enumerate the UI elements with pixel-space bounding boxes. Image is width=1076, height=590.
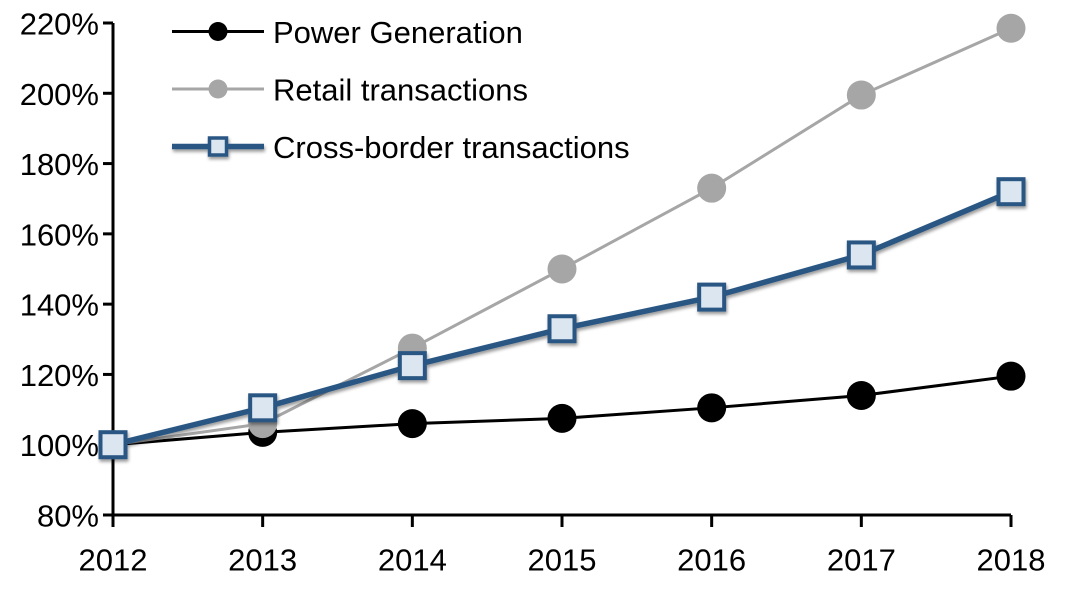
data-point-marker	[547, 314, 577, 344]
legend-item-power-generation	[172, 22, 264, 41]
y-tick-label: 180%	[20, 147, 99, 182]
legend-label: Cross-border transactions	[273, 130, 630, 165]
y-tick-label: 200%	[20, 77, 99, 112]
data-point-marker	[846, 80, 876, 110]
y-tick-label: 160%	[20, 217, 99, 252]
y-tick-label: 80%	[37, 499, 99, 534]
data-point-marker	[98, 430, 128, 460]
x-tick-label: 2016	[677, 543, 746, 578]
series-cross-border-transactions	[98, 177, 1026, 460]
legend-circle-marker-icon	[208, 79, 228, 99]
data-point-marker	[547, 403, 577, 433]
legend-item-cross-border-transactions	[172, 136, 264, 157]
data-point-marker	[996, 361, 1026, 391]
y-tick-label: 140%	[20, 288, 99, 323]
data-point-marker	[846, 381, 876, 411]
x-tick-label: 2013	[228, 543, 297, 578]
data-point-marker	[697, 393, 727, 423]
x-axis: 2012 2013 2014 2015 2016 2017 2018	[79, 515, 1046, 578]
legend-square-marker-icon	[207, 136, 229, 157]
x-tick-label: 2012	[79, 543, 148, 578]
data-point-marker	[397, 409, 427, 439]
data-point-marker	[996, 177, 1026, 207]
x-tick-label: 2017	[827, 543, 896, 578]
legend-label: Retail transactions	[273, 73, 528, 108]
y-tick-label: 220%	[20, 7, 99, 42]
data-point-marker	[697, 173, 727, 203]
y-tick-label: 100%	[20, 428, 99, 463]
y-tick-label: 120%	[20, 358, 99, 393]
data-point-marker	[697, 282, 727, 312]
legend-circle-marker-icon	[208, 22, 228, 41]
data-point-marker	[248, 393, 278, 423]
legend-item-retail-transactions	[172, 79, 264, 99]
x-tick-label: 2018	[977, 543, 1046, 578]
legend-label: Power Generation	[273, 15, 523, 50]
data-point-marker	[996, 13, 1026, 43]
y-axis: 80% 100% 120% 140% 160% 180% 200% 220%	[20, 7, 113, 534]
data-point-marker	[547, 254, 577, 284]
x-tick-label: 2014	[378, 543, 447, 578]
data-point-marker	[397, 351, 427, 381]
legend: Power Generation Retail transactions Cross…	[172, 15, 630, 165]
x-tick-label: 2015	[528, 543, 597, 578]
data-point-marker	[846, 240, 876, 270]
